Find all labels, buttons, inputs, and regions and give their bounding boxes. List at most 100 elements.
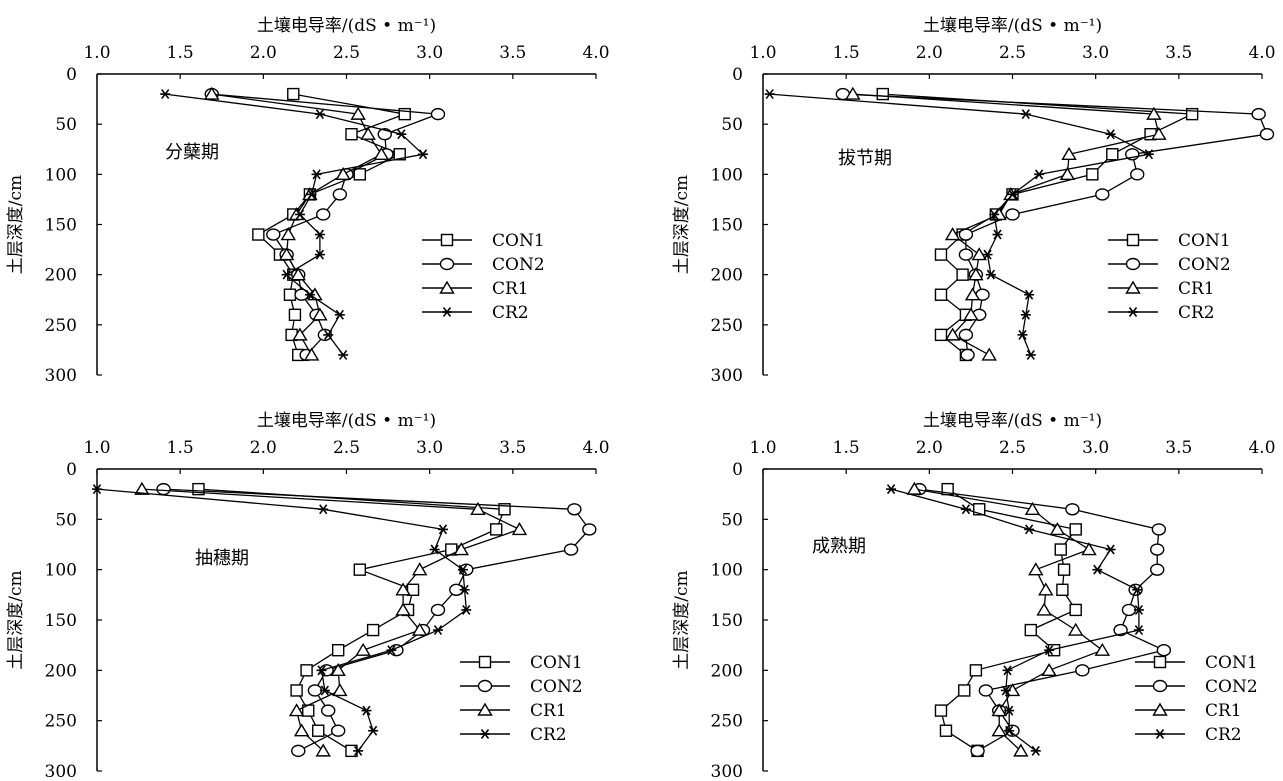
legend-marker bbox=[1125, 280, 1141, 294]
data-point bbox=[316, 208, 331, 221]
legend-marker bbox=[1152, 702, 1168, 716]
data-point bbox=[1044, 645, 1055, 656]
data-point bbox=[429, 544, 440, 555]
data-point bbox=[982, 249, 993, 260]
y-tick-label: 300 bbox=[45, 762, 77, 781]
y-tick-label: 250 bbox=[711, 712, 743, 732]
legend: CON1 CON2 CR1 CR2 bbox=[1135, 653, 1258, 745]
data-point bbox=[1132, 584, 1143, 595]
data-point bbox=[567, 503, 582, 516]
data-point bbox=[314, 109, 325, 120]
data-point bbox=[1069, 523, 1082, 536]
growth-stage-label: 拔节期 bbox=[838, 148, 892, 169]
data-point bbox=[1095, 188, 1110, 201]
x-tick-label: 1.0 bbox=[83, 438, 110, 458]
legend-label: CON1 bbox=[530, 653, 583, 673]
data-point bbox=[1133, 604, 1144, 615]
data-point bbox=[764, 89, 775, 100]
legend-marker bbox=[1128, 307, 1138, 317]
legend-label: CON1 bbox=[492, 231, 545, 251]
data-point bbox=[437, 524, 448, 535]
legend-marker bbox=[442, 307, 452, 317]
legend-label: CR2 bbox=[530, 725, 567, 745]
data-point bbox=[307, 684, 323, 697]
series-line-con2 bbox=[919, 488, 1166, 752]
data-point bbox=[332, 683, 348, 697]
x-tick-label: 4.0 bbox=[582, 43, 609, 63]
data-point bbox=[973, 503, 986, 516]
data-point bbox=[290, 684, 303, 697]
data-point bbox=[1150, 563, 1165, 576]
data-point bbox=[934, 704, 948, 717]
y-tick-label: 50 bbox=[55, 115, 77, 135]
data-point bbox=[1007, 189, 1018, 200]
data-point bbox=[361, 705, 372, 716]
series-con2 bbox=[912, 482, 1172, 758]
data-point bbox=[1056, 583, 1069, 596]
y-tick-label: 0 bbox=[66, 460, 77, 480]
data-point bbox=[1036, 602, 1052, 616]
x-tick-label: 1.5 bbox=[167, 43, 194, 63]
data-point bbox=[1059, 166, 1076, 181]
data-point bbox=[1024, 623, 1037, 637]
x-tick-label: 2.5 bbox=[999, 43, 1026, 63]
y-tick-label: 250 bbox=[711, 316, 743, 336]
data-point bbox=[290, 267, 306, 281]
x-tick-label: 1.0 bbox=[749, 43, 776, 63]
data-point bbox=[958, 684, 971, 697]
chart-panel-1: 1.0 1.5 2.0 2.5 3.0 3.5 4.0 0 50 100 150 200 250 300 土… bbox=[6, 15, 610, 386]
legend-label: CON2 bbox=[1205, 677, 1258, 697]
data-point bbox=[304, 289, 315, 300]
data-point bbox=[1069, 603, 1082, 617]
legend-entry-con1: CON1 bbox=[422, 231, 545, 251]
data-point bbox=[582, 523, 597, 536]
data-point bbox=[991, 703, 1007, 717]
series-line-con2 bbox=[163, 488, 591, 752]
data-point bbox=[353, 563, 367, 576]
legend-marker bbox=[478, 655, 492, 669]
data-point bbox=[368, 725, 379, 736]
data-point bbox=[432, 625, 443, 636]
data-point bbox=[1004, 705, 1015, 716]
series-cr2 bbox=[886, 484, 1144, 756]
legend-label: CON1 bbox=[1205, 653, 1258, 673]
data-point bbox=[303, 347, 320, 361]
series-line-cr2 bbox=[890, 488, 1140, 752]
data-point bbox=[321, 704, 336, 717]
data-point bbox=[1038, 582, 1054, 596]
data-point bbox=[985, 269, 996, 280]
x-axis-title: 土壤电导率/(dS • m⁻¹) bbox=[923, 15, 1102, 36]
data-point bbox=[1081, 542, 1097, 556]
y-tick-label: 150 bbox=[45, 216, 77, 236]
y-tick-label: 50 bbox=[721, 510, 743, 530]
data-point bbox=[1259, 127, 1275, 141]
y-tick-label: 150 bbox=[711, 216, 743, 236]
data-point bbox=[331, 644, 345, 657]
series-cr1 bbox=[845, 86, 1167, 361]
legend-entry-con1: CON1 bbox=[1108, 231, 1231, 251]
data-point bbox=[323, 329, 334, 340]
data-point bbox=[1065, 503, 1080, 516]
y-tick-label: 200 bbox=[711, 266, 743, 286]
x-tick-label: 2.5 bbox=[333, 43, 360, 63]
x-tick-label: 3.5 bbox=[1165, 43, 1192, 63]
legend-entry-cr1: CR1 bbox=[1108, 279, 1215, 299]
data-point bbox=[498, 503, 511, 516]
data-point bbox=[252, 228, 265, 241]
legend-marker bbox=[477, 702, 493, 716]
series-line-cr1 bbox=[141, 488, 522, 752]
data-point bbox=[1049, 522, 1066, 536]
data-point bbox=[989, 209, 1000, 220]
y-tick-label: 0 bbox=[732, 65, 743, 85]
data-point bbox=[319, 685, 330, 696]
data-point bbox=[396, 129, 407, 140]
data-point bbox=[971, 247, 987, 261]
data-point bbox=[1251, 107, 1266, 121]
y-tick-label: 0 bbox=[732, 460, 743, 480]
data-point bbox=[293, 723, 310, 737]
data-point bbox=[1121, 603, 1137, 617]
data-point bbox=[1150, 543, 1165, 556]
x-tick-label: 3.5 bbox=[499, 43, 526, 63]
legend-label: CON1 bbox=[1178, 231, 1231, 251]
